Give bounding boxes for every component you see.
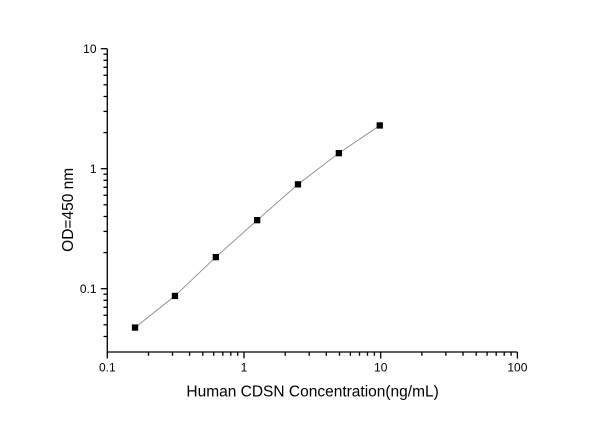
svg-text:OD=450 nm: OD=450 nm — [60, 168, 77, 252]
svg-text:10: 10 — [83, 42, 97, 56]
svg-text:0.1: 0.1 — [99, 361, 116, 375]
svg-text:1: 1 — [90, 162, 97, 176]
svg-text:Human CDSN Concentration(ng/mL: Human CDSN Concentration(ng/mL) — [186, 383, 438, 400]
svg-text:100: 100 — [507, 361, 527, 375]
svg-text:0.1: 0.1 — [80, 282, 97, 296]
svg-text:10: 10 — [374, 361, 388, 375]
svg-text:1: 1 — [241, 361, 248, 375]
